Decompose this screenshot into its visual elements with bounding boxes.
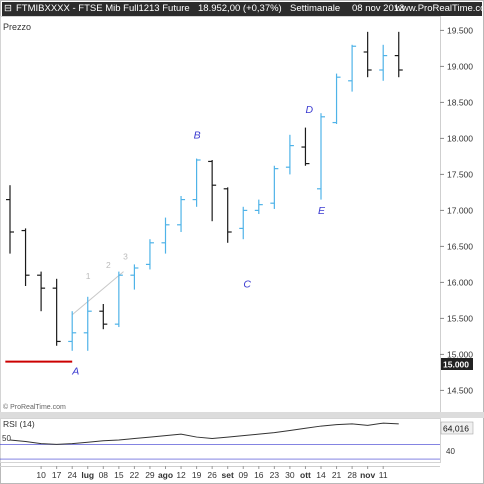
watermark: © ProRealTime.com bbox=[3, 403, 66, 411]
time-axis: 10 17 24 lug 08 15 22 29 ago 12 19 26 set 09 16 23 30 ott… bbox=[36, 466, 388, 480]
chart-title-bar: ⊟ FTMIBXXXX - FTSE Mib Full1213 Future 1… bbox=[2, 2, 482, 16]
y-tick-label: 14.500 bbox=[447, 385, 473, 395]
ohlc-bar bbox=[394, 31, 403, 78]
ohlc-bar bbox=[223, 187, 232, 243]
ohlc-bar bbox=[363, 31, 372, 78]
y-tick-label: 16.000 bbox=[447, 277, 473, 287]
rsi-value-box bbox=[440, 421, 474, 435]
wave-label-a: A bbox=[71, 366, 79, 378]
ohlc-bar bbox=[177, 196, 186, 232]
timeframe: Settimanale bbox=[290, 3, 341, 14]
wave-label-b: B bbox=[194, 129, 201, 141]
ohlc-bars bbox=[6, 31, 403, 351]
ohlc-bar bbox=[99, 304, 108, 330]
rsi-line bbox=[9, 422, 399, 445]
x-tick-label: ott bbox=[300, 470, 311, 480]
y-tick-label: 18.000 bbox=[447, 133, 473, 143]
chart-date: 08 nov 2013 bbox=[352, 3, 405, 14]
site-url: www.ProRealTime.com bbox=[395, 3, 482, 14]
current-price-box bbox=[441, 358, 473, 370]
x-tick-label: 24 bbox=[67, 470, 77, 480]
x-tick-label: 08 bbox=[99, 470, 109, 480]
wave-annotations: A B C D E 1 2 3 bbox=[71, 104, 326, 377]
x-tick-label: 22 bbox=[130, 470, 140, 480]
y-tick-label: 17.000 bbox=[447, 205, 473, 215]
x-tick-label: nov bbox=[360, 470, 375, 480]
wave-label-e: E bbox=[318, 205, 326, 217]
x-tick-label: 15 bbox=[114, 470, 124, 480]
panel-separator[interactable] bbox=[0, 412, 484, 418]
ohlc-bar bbox=[161, 217, 170, 254]
x-tick-label: 09 bbox=[239, 470, 249, 480]
x-tick-label: lug bbox=[81, 470, 94, 480]
y-tick-label: 16.500 bbox=[447, 241, 473, 251]
y-tick-label: 18.500 bbox=[447, 97, 473, 107]
sub-wave-label: 3 bbox=[123, 251, 128, 261]
ohlc-bar bbox=[317, 113, 325, 200]
rsi-right-label: 40 bbox=[446, 447, 455, 456]
rsi-series bbox=[0, 422, 440, 460]
y-tick-label: 17.500 bbox=[447, 169, 473, 179]
wave-label-d: D bbox=[306, 104, 314, 116]
y-tick-label: 15.000 bbox=[447, 349, 473, 359]
x-tick-label: 28 bbox=[347, 470, 357, 480]
x-tick-label: set bbox=[222, 470, 234, 480]
ohlc-bar bbox=[348, 44, 357, 92]
sub-wave-label: 1 bbox=[86, 271, 91, 281]
last-price: 18.952,00 (+0,37%) bbox=[198, 3, 282, 14]
ohlc-bar bbox=[254, 199, 263, 214]
x-tick-label: 29 bbox=[145, 470, 155, 480]
x-tick-label: 30 bbox=[285, 470, 295, 480]
x-tick-label: 19 bbox=[192, 470, 202, 480]
ohlc-bar bbox=[130, 264, 139, 290]
ohlc-bar bbox=[239, 206, 248, 240]
x-tick-label: 26 bbox=[207, 470, 217, 480]
ohlc-bar bbox=[52, 278, 61, 346]
rsi-value-label: 64,016 bbox=[443, 424, 469, 434]
ohlc-bar bbox=[68, 311, 77, 351]
ohlc-bar bbox=[270, 165, 279, 209]
ohlc-bar bbox=[145, 239, 154, 270]
ohlc-bar bbox=[301, 127, 310, 166]
ohlc-bar bbox=[192, 158, 201, 207]
ohlc-bar bbox=[208, 160, 217, 222]
x-tick-label: 17 bbox=[52, 470, 62, 480]
y-tick-label: 19.000 bbox=[447, 61, 473, 71]
ohlc-bar bbox=[379, 44, 388, 81]
x-tick-label: 11 bbox=[379, 470, 388, 480]
trend-line-group bbox=[71, 271, 124, 316]
rsi-panel bbox=[0, 418, 441, 463]
ohlc-bar bbox=[37, 271, 46, 312]
x-tick-label: 16 bbox=[254, 470, 264, 480]
wave-label-c: C bbox=[243, 278, 251, 290]
ohlc-bar bbox=[83, 296, 92, 351]
price-panel-label: Prezzo bbox=[3, 22, 31, 32]
ohlc-bar bbox=[332, 73, 341, 124]
y-tick-label: 19.500 bbox=[447, 25, 473, 35]
x-tick-label: 21 bbox=[332, 470, 342, 480]
x-tick-label: 14 bbox=[316, 470, 326, 480]
ohlc-bar bbox=[21, 228, 30, 286]
x-tick-label: 12 bbox=[176, 470, 186, 480]
price-panel bbox=[0, 16, 441, 413]
price-axis: 14.500 15.000 15.500 16.000 16.500 17.000 17.5… bbox=[440, 25, 473, 395]
trend-line bbox=[71, 271, 124, 316]
current-price-label: 15.000 bbox=[443, 360, 469, 370]
rsi-left-label: 50 bbox=[2, 434, 11, 443]
ohlc-bar bbox=[285, 134, 294, 175]
rsi-panel-label: RSI (14) bbox=[3, 419, 35, 429]
x-tick-label: ago bbox=[158, 470, 173, 480]
collapse-icon[interactable]: ⊟ bbox=[4, 3, 12, 14]
x-tick-label: 10 bbox=[36, 470, 46, 480]
y-tick-label: 15.500 bbox=[447, 313, 473, 323]
instrument-title: FTMIBXXXX - FTSE Mib Full1213 Future bbox=[16, 3, 190, 14]
sub-wave-label: 2 bbox=[106, 260, 111, 270]
ohlc-bar bbox=[114, 271, 123, 328]
ohlc-bar bbox=[6, 185, 14, 254]
x-tick-label: 23 bbox=[270, 470, 280, 480]
